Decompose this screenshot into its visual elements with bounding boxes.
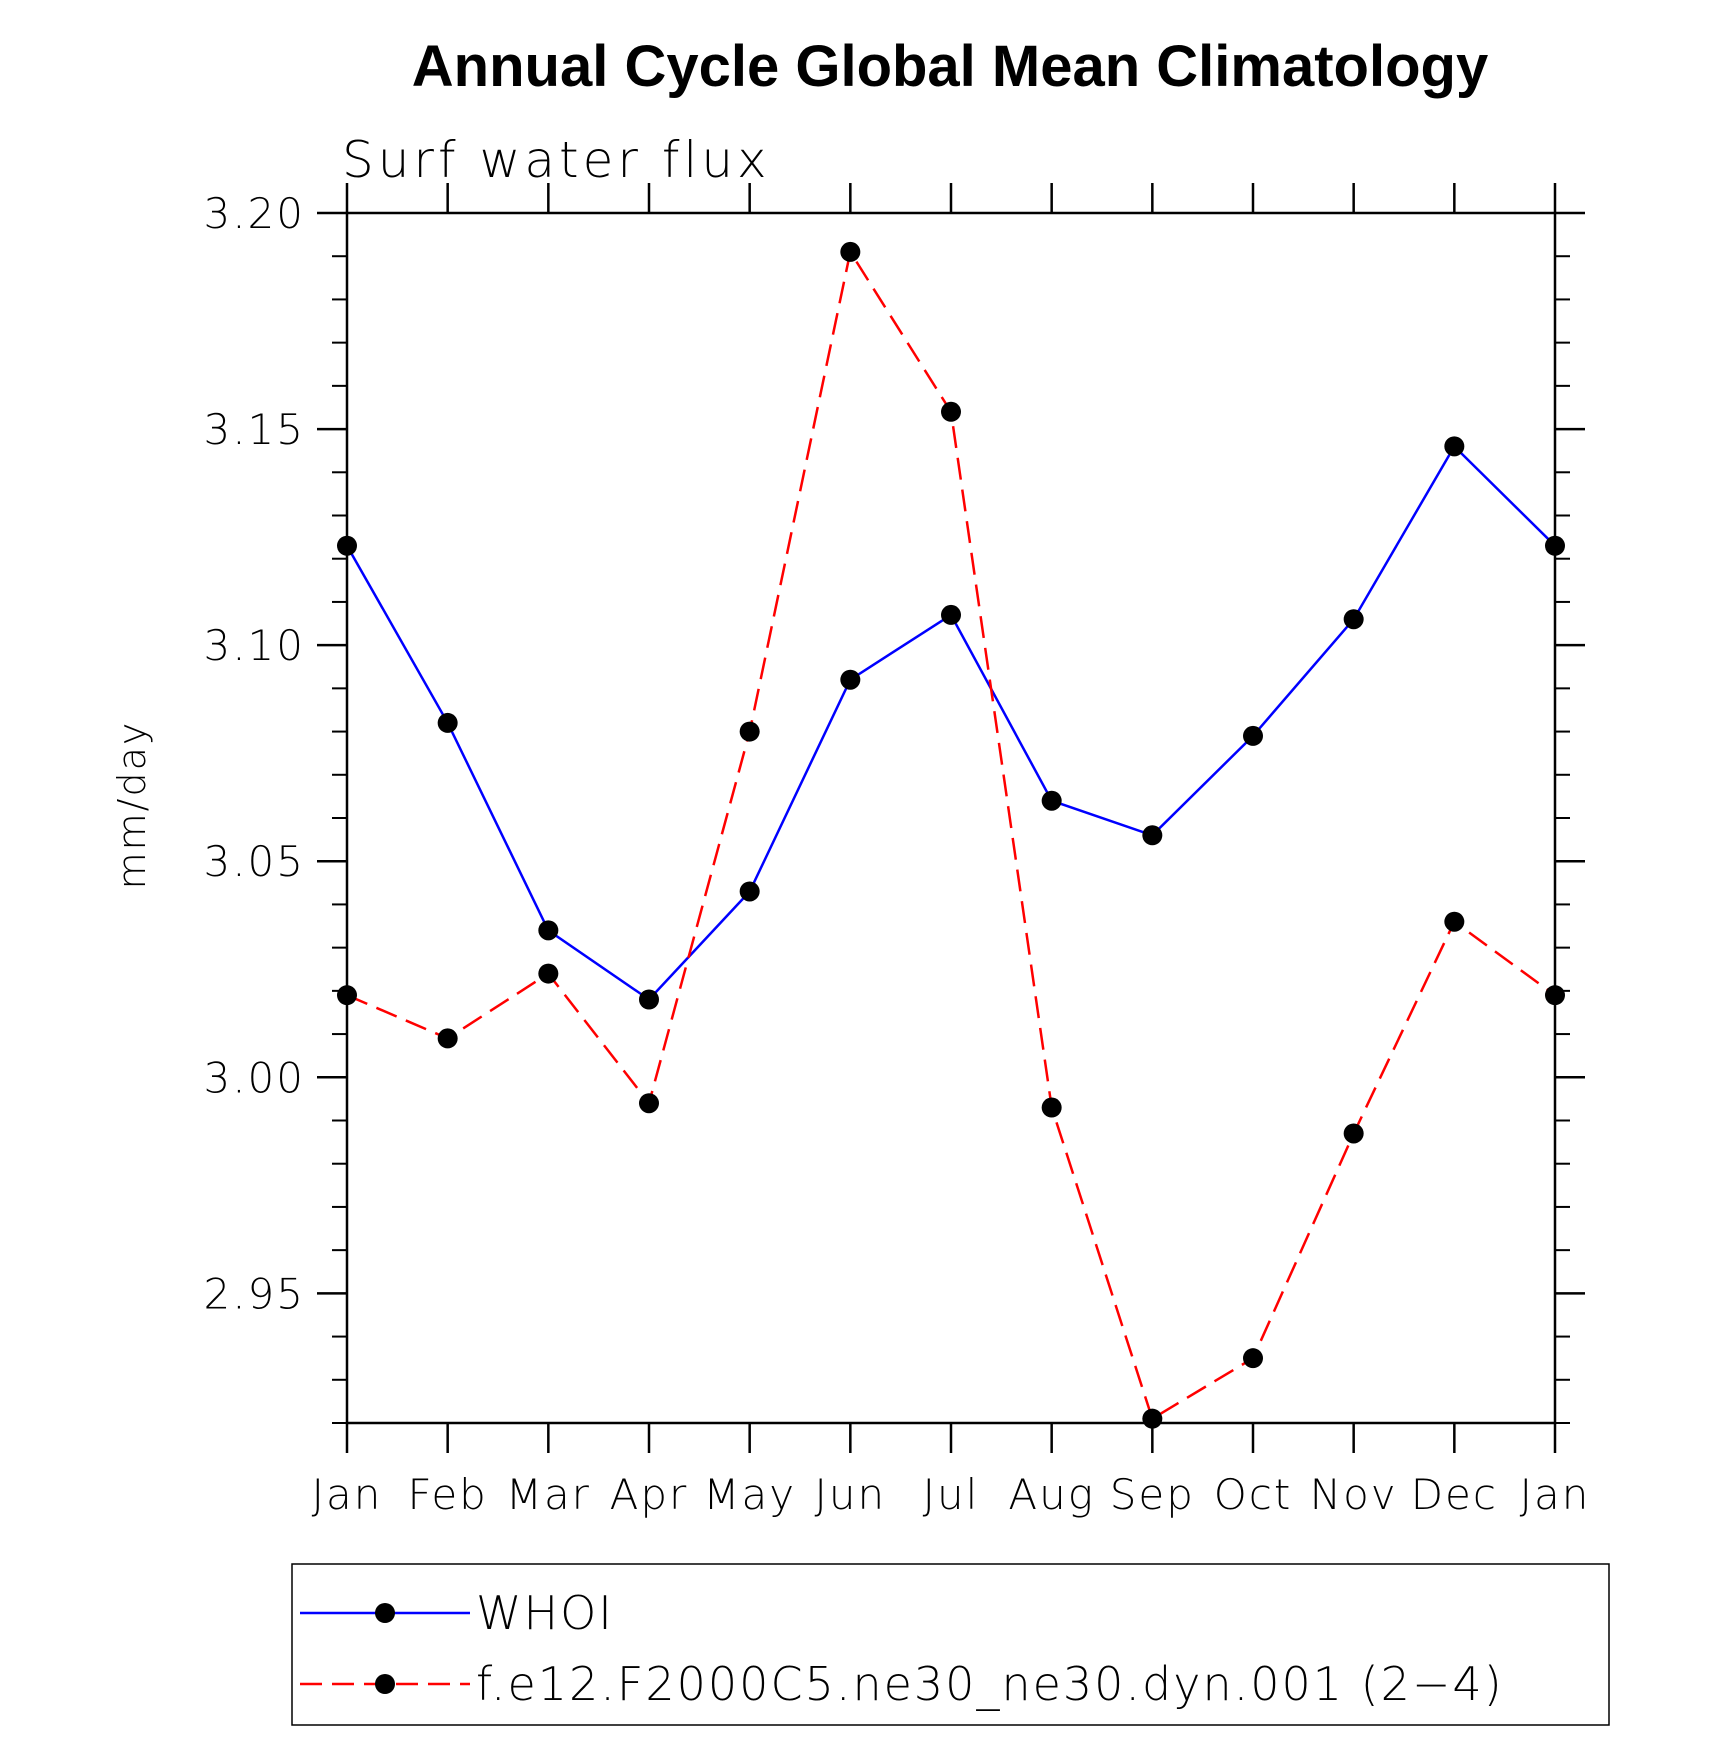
series-1-point xyxy=(739,881,760,902)
x-tick-label: May xyxy=(703,1470,796,1519)
legend-items: WHOI f.e12.F2000C5.ne30_ne30.dyn.001 (2−4… xyxy=(300,1586,1504,1711)
series-2-point xyxy=(437,1028,458,1049)
series-1-point xyxy=(941,604,961,625)
series-1-point xyxy=(1545,535,1565,556)
axis-ticks xyxy=(317,183,1585,1453)
legend-label-1: WHOI xyxy=(476,1586,614,1640)
x-tick-label: Feb xyxy=(407,1470,487,1519)
series-1-point xyxy=(639,989,659,1010)
x-tick-label: Sep xyxy=(1110,1470,1195,1519)
legend-box xyxy=(291,1563,1610,1726)
series-2-point xyxy=(1041,1097,1062,1118)
y-tick-label: 3.20 xyxy=(203,189,305,238)
series-2-point xyxy=(941,401,961,422)
series-1-point xyxy=(1142,825,1163,846)
series-1-point xyxy=(1343,609,1364,630)
y-axis-label: mm/day xyxy=(110,721,154,890)
y-tick-label: 3.00 xyxy=(203,1053,305,1102)
legend-marker-2 xyxy=(375,1674,395,1694)
series-1-point xyxy=(337,535,357,556)
chart-title: Annual Cycle Global Mean Climatology xyxy=(412,34,1488,99)
x-tick-label: Nov xyxy=(1310,1470,1398,1519)
legend-label-2: f.e12.F2000C5.ne30_ne30.dyn.001 (2−4) xyxy=(476,1657,1504,1711)
series-1-point xyxy=(1243,725,1263,746)
series-2-point xyxy=(1343,1123,1364,1144)
series-2-point xyxy=(337,985,357,1006)
series-2-point xyxy=(538,963,559,984)
y-tick-labels: 2.95 3.00 3.05 3.10 3.15 3.20 xyxy=(203,189,305,1318)
x-tick-label: Mar xyxy=(506,1470,591,1519)
x-tick-label: Oct xyxy=(1214,1470,1293,1519)
series-2-point xyxy=(739,721,760,742)
legend: WHOI f.e12.F2000C5.ne30_ne30.dyn.001 (2−4… xyxy=(291,1563,1610,1726)
y-tick-label: 3.15 xyxy=(203,405,305,454)
series-2-point xyxy=(1545,985,1565,1006)
chart-subtitle: Surf water flux xyxy=(342,131,771,189)
series-1-point xyxy=(840,669,861,690)
series-layer xyxy=(337,241,1565,1429)
x-tick-label: Aug xyxy=(1008,1470,1095,1519)
x-tick-label: Jan xyxy=(1520,1470,1591,1519)
series-1-point xyxy=(1444,436,1465,457)
x-tick-label: Jan xyxy=(312,1470,383,1519)
x-tick-label: Dec xyxy=(1411,1470,1498,1519)
series-line-2 xyxy=(346,248,1556,1421)
series-2-point xyxy=(840,241,861,262)
legend-marker-1 xyxy=(375,1603,395,1623)
series-1-point xyxy=(437,712,458,733)
series-1-point xyxy=(1041,790,1062,811)
series-2-point xyxy=(1142,1408,1163,1429)
series-1-point xyxy=(538,920,559,941)
y-tick-label: 2.95 xyxy=(203,1269,305,1318)
y-tick-label: 3.05 xyxy=(203,837,305,886)
x-tick-labels: Jan Feb Mar Apr May Jun Jul Aug Sep Oct Nov Dec Jan xyxy=(312,1470,1591,1519)
series-line-1 xyxy=(345,444,1556,1002)
x-tick-label: Apr xyxy=(610,1470,689,1519)
x-tick-label: Jun xyxy=(815,1470,887,1519)
y-tick-label: 3.10 xyxy=(203,621,305,670)
series-2-point xyxy=(639,1093,659,1114)
plot-frame xyxy=(345,211,1557,1425)
series-2-point xyxy=(1243,1348,1263,1369)
series-2-point xyxy=(1444,911,1465,932)
x-tick-label: Jul xyxy=(923,1470,980,1519)
